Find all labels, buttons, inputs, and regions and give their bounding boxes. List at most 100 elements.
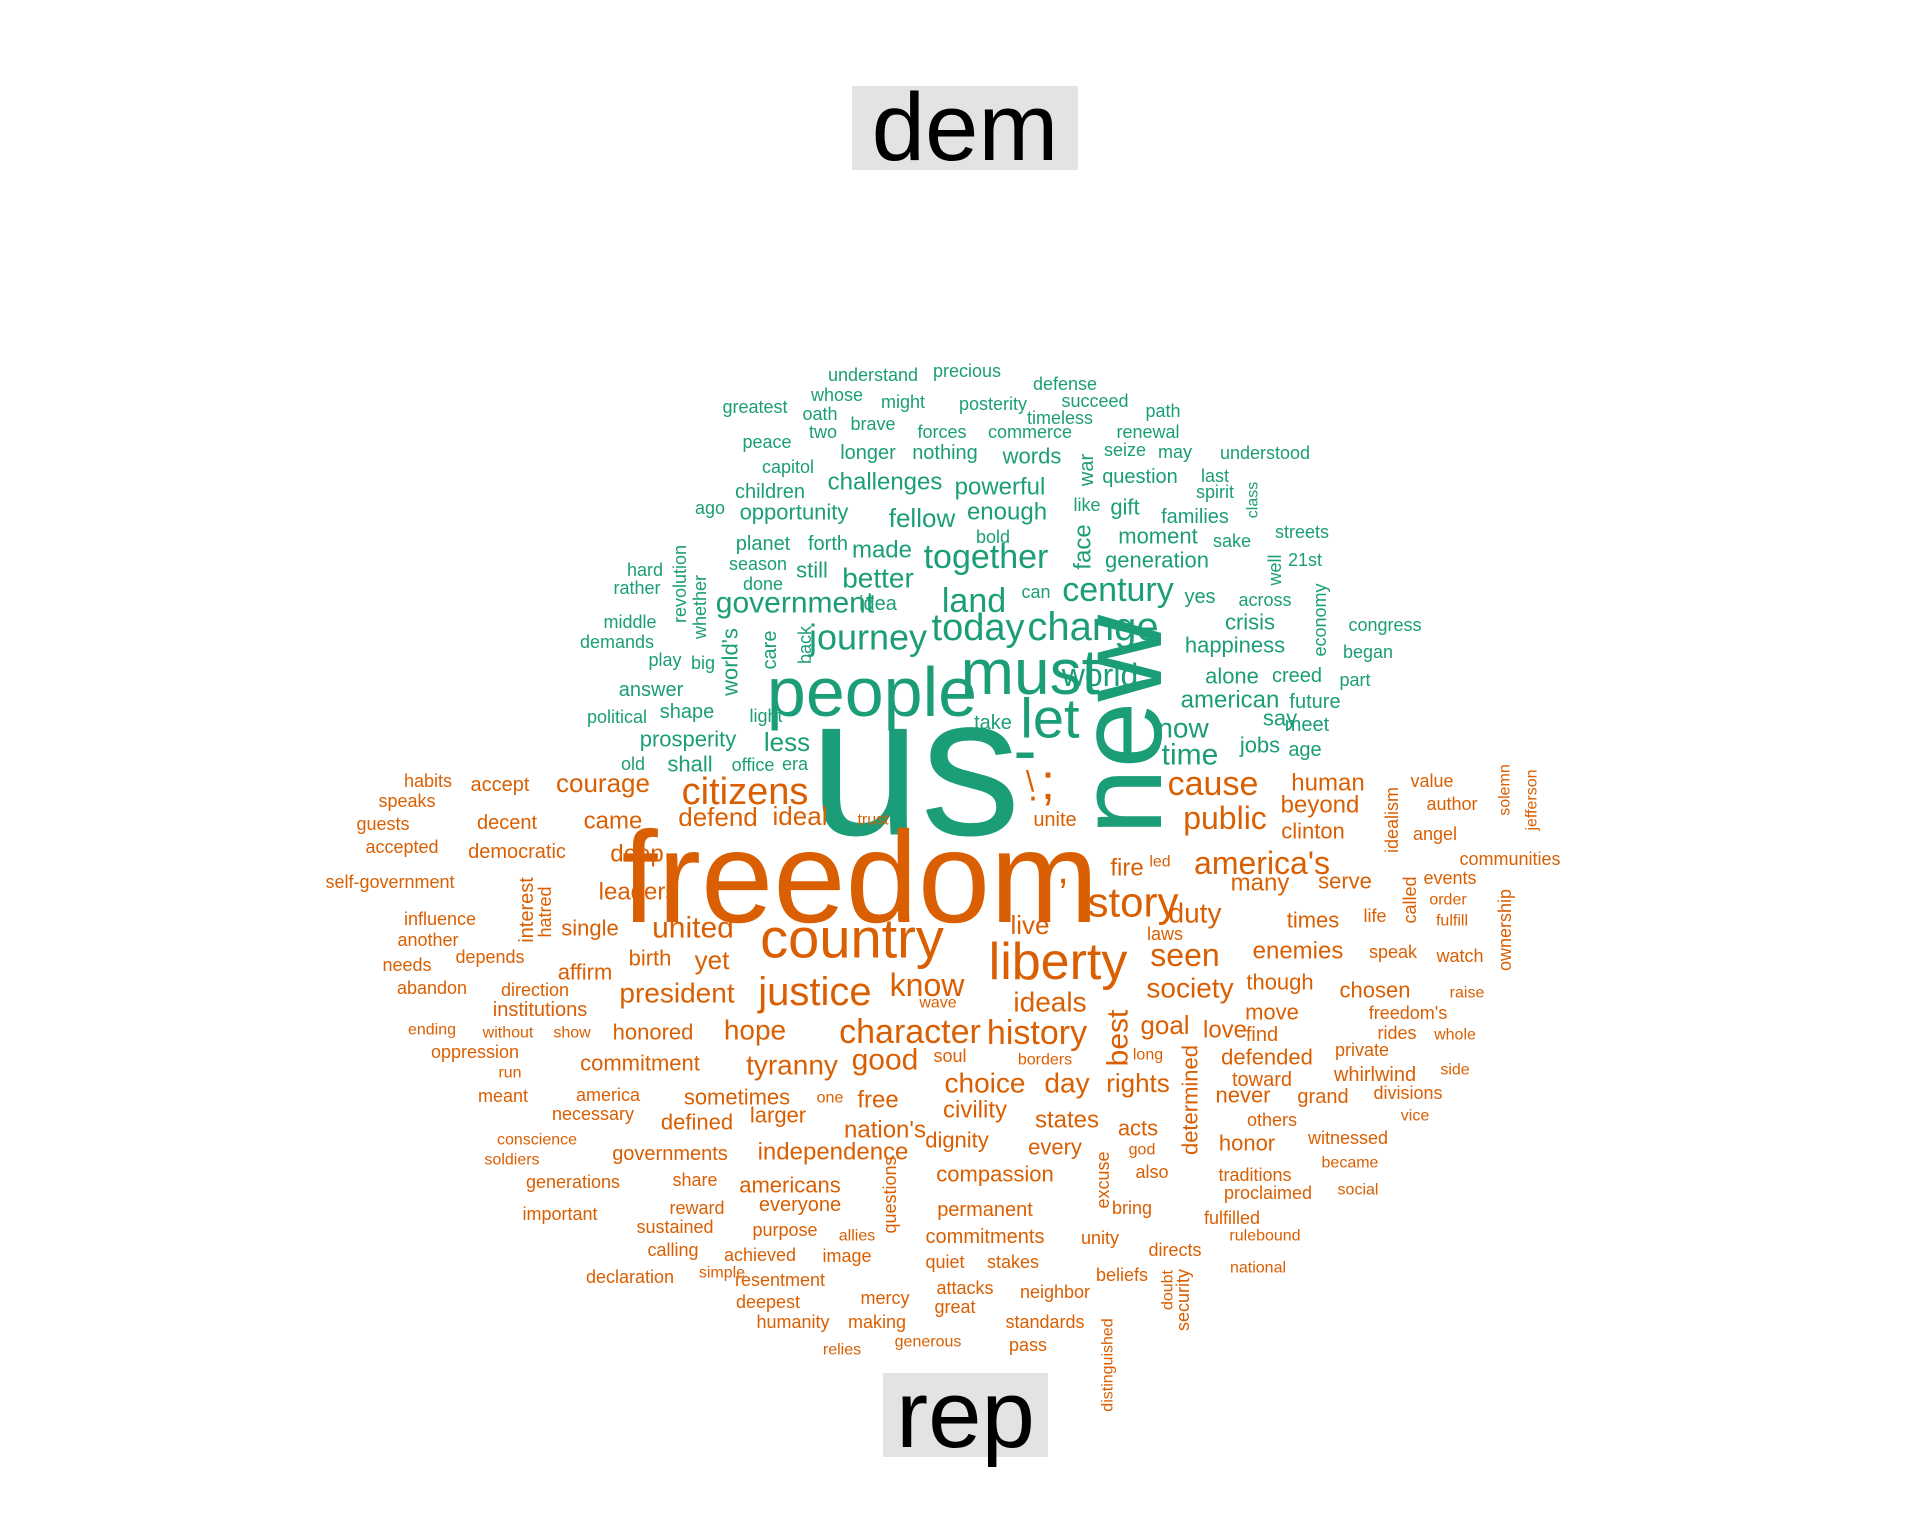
word-dem-office: office	[732, 755, 775, 775]
word-dem-better: better	[842, 563, 914, 594]
word-rep-sustained: sustained	[636, 1217, 713, 1237]
word-rep-reward: reward	[669, 1198, 724, 1218]
word-rep-witnessed: witnessed	[1307, 1128, 1388, 1148]
word-dem-like: like	[1073, 495, 1100, 515]
word-dem-streets: streets	[1275, 522, 1329, 542]
word-rep-whole: whole	[1433, 1027, 1476, 1044]
word-rep-distinguished: distinguished	[1100, 1318, 1117, 1411]
word-rep-traditions: traditions	[1218, 1165, 1291, 1185]
word-rep-accept: accept	[471, 774, 530, 796]
word-rep-neighbor: neighbor	[1020, 1282, 1090, 1302]
word-dem-end: end	[820, 733, 840, 763]
word-rep-defined: defined	[661, 1110, 733, 1135]
word-rep-accepted: accepted	[365, 837, 438, 857]
word-rep-rights: rights	[1106, 1068, 1170, 1098]
word-rep-duty: duty	[1169, 898, 1222, 929]
word-rep-oppression: oppression	[431, 1042, 519, 1062]
word-rep-backslash: \	[1026, 766, 1035, 799]
word-dem-crisis: crisis	[1225, 610, 1275, 635]
word-dem-economy: economy	[1310, 583, 1330, 656]
word-dem-still: still	[796, 558, 828, 583]
word-dem-play: play	[648, 650, 681, 670]
word-rep-nation-s: nation's	[844, 1117, 926, 1144]
word-dem-class: class	[1245, 482, 1262, 518]
word-rep-america-s: america's	[1194, 845, 1330, 881]
word-dem-demands: demands	[580, 632, 654, 652]
word-rep-compassion: compassion	[936, 1162, 1053, 1187]
word-rep-generations: generations	[526, 1172, 620, 1192]
word-rep-making: making	[848, 1312, 906, 1332]
word-rep-private: private	[1335, 1040, 1389, 1060]
word-rep-borders: borders	[1018, 1052, 1072, 1069]
word-rep-came: came	[584, 808, 643, 835]
word-dem-say: say	[1263, 706, 1297, 731]
word-dem-part: part	[1339, 670, 1370, 690]
word-rep-beyond: beyond	[1281, 792, 1360, 819]
word-rep-united: united	[652, 912, 734, 945]
word-dem-began: began	[1343, 642, 1393, 662]
word-dem-succeed: succeed	[1061, 391, 1128, 411]
word-rep-character: character	[839, 1013, 981, 1051]
word-rep-acts: acts	[1118, 1116, 1158, 1141]
word-dem-take: take	[974, 712, 1012, 734]
word-dem-season: season	[729, 554, 787, 574]
word-rep-guests: guests	[356, 814, 409, 834]
word-rep-deep: deep	[610, 841, 663, 868]
word-dem-precious: precious	[933, 361, 1001, 381]
word-rep-without: without	[482, 1025, 534, 1042]
word-rep-best: best	[1102, 1009, 1135, 1066]
word-rep-good: good	[852, 1044, 919, 1077]
word-dem-question: question	[1102, 466, 1178, 488]
word-rep-courage: courage	[556, 768, 650, 798]
word-dem-back: back	[795, 625, 815, 664]
word-dem-less: less	[764, 727, 810, 757]
word-dem-land: land	[942, 582, 1006, 620]
word-dem-big: big	[691, 653, 715, 673]
word-rep-tyranny: tyranny	[746, 1050, 838, 1081]
word-dem-understood: understood	[1220, 443, 1310, 463]
word-rep-single: single	[561, 916, 618, 941]
word-rep-states: states	[1035, 1107, 1099, 1134]
word-rep-though: though	[1246, 970, 1313, 995]
word-rep-jefferson: jefferson	[1524, 769, 1541, 831]
word-rep-semicolon: ;	[1041, 754, 1055, 810]
word-dem-today: today	[932, 607, 1025, 649]
word-rep-dignity: dignity	[925, 1128, 989, 1153]
word-rep-idealism: idealism	[1382, 787, 1402, 853]
word-rep-fulfilled: fulfilled	[1204, 1208, 1260, 1228]
word-dem-ago: ago	[695, 498, 725, 518]
word-dem-american: american	[1181, 687, 1280, 714]
word-rep-national: national	[1230, 1260, 1286, 1277]
word-dem-fellow: fellow	[889, 503, 956, 533]
word-rep-standards: standards	[1005, 1312, 1084, 1332]
word-rep-find: find	[1246, 1024, 1278, 1046]
word-rep-led: led	[1149, 854, 1170, 871]
word-rep-governments: governments	[612, 1143, 728, 1165]
word-rep-whirlwind: whirlwind	[1333, 1064, 1416, 1086]
word-dem-timeless: timeless	[1027, 408, 1093, 428]
word-dem-political: political	[587, 707, 647, 727]
word-rep-became: became	[1322, 1155, 1379, 1172]
word-rep-history: history	[987, 1014, 1087, 1052]
word-dem-done: done	[743, 574, 783, 594]
word-dem-may: may	[1158, 442, 1192, 462]
word-rep-questions: questions	[880, 1156, 900, 1233]
word-rep-democratic: democratic	[468, 841, 566, 863]
word-rep-permanent: permanent	[937, 1199, 1033, 1221]
word-rep-deepest: deepest	[736, 1292, 800, 1312]
word-dem-hard: hard	[627, 560, 663, 580]
word-rep-unite: unite	[1033, 809, 1076, 831]
word-rep-share: share	[672, 1170, 717, 1190]
word-dem-light: light	[749, 706, 782, 726]
word-rep-raise: raise	[1450, 985, 1485, 1002]
word-dem-sake: sake	[1213, 531, 1251, 551]
word-dem-nothing: nothing	[912, 442, 978, 464]
word-rep-quiet: quiet	[925, 1252, 964, 1272]
word-dem-generation: generation	[1105, 548, 1209, 573]
word-rep-speaks: speaks	[378, 791, 435, 811]
word-rep-habits: habits	[404, 771, 452, 791]
word-dem-time: time	[1162, 739, 1219, 772]
word-dem-families: families	[1161, 506, 1229, 528]
word-rep-defended: defended	[1221, 1045, 1313, 1070]
word-dem-together: together	[924, 538, 1049, 576]
